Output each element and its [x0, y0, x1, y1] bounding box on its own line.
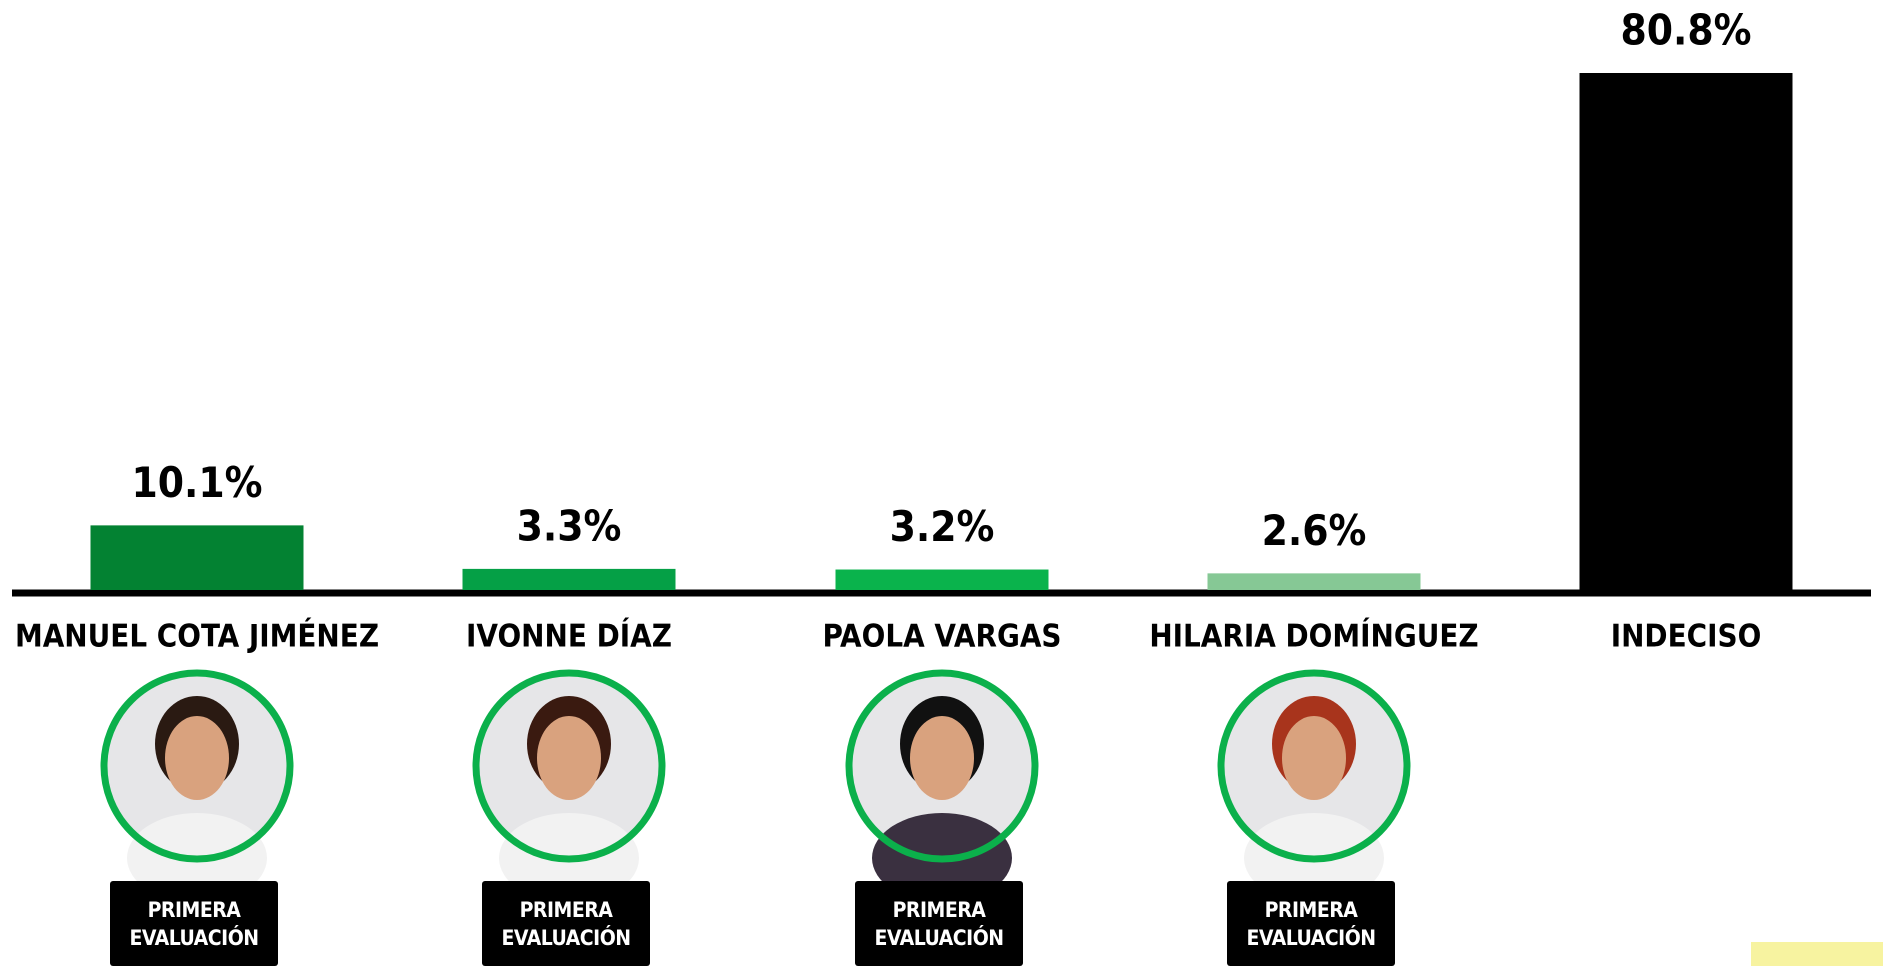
badge: PRIMERA EVALUACIÓN [110, 881, 278, 966]
photo-face [1282, 716, 1346, 800]
value-label: 3.3% [517, 501, 622, 550]
badge: PRIMERA EVALUACIÓN [855, 881, 1023, 966]
category-label: INDECISO [1611, 619, 1762, 655]
bar [1207, 573, 1421, 590]
value-label: 2.6% [1262, 506, 1367, 555]
photo [472, 669, 666, 903]
bar [835, 569, 1049, 590]
photo-ring [845, 669, 1039, 863]
photo-ring [472, 669, 666, 863]
photo-face [537, 716, 601, 800]
photo-ring [1217, 669, 1411, 863]
category-label: PAOLA VARGAS [822, 619, 1061, 655]
photo [100, 669, 294, 903]
value-label: 10.1% [131, 458, 262, 507]
category-label: HILARIA DOMÍNGUEZ [1149, 619, 1478, 655]
photo [1217, 669, 1411, 903]
badge: PRIMERA EVALUACIÓN [1227, 881, 1395, 966]
photo-face [165, 716, 229, 800]
category-label: MANUEL COTA JIMÉNEZ [15, 619, 379, 655]
bar [462, 568, 676, 590]
value-label: 3.2% [890, 502, 995, 551]
bar [90, 525, 304, 590]
badge: PRIMERA EVALUACIÓN [482, 881, 650, 966]
category-label: IVONNE DÍAZ [466, 619, 672, 655]
photo-face [910, 716, 974, 800]
highlight [1751, 942, 1883, 966]
bar [1579, 73, 1793, 590]
photo [845, 669, 1039, 903]
value-label: 80.8% [1620, 6, 1751, 55]
photo-ring [100, 669, 294, 863]
